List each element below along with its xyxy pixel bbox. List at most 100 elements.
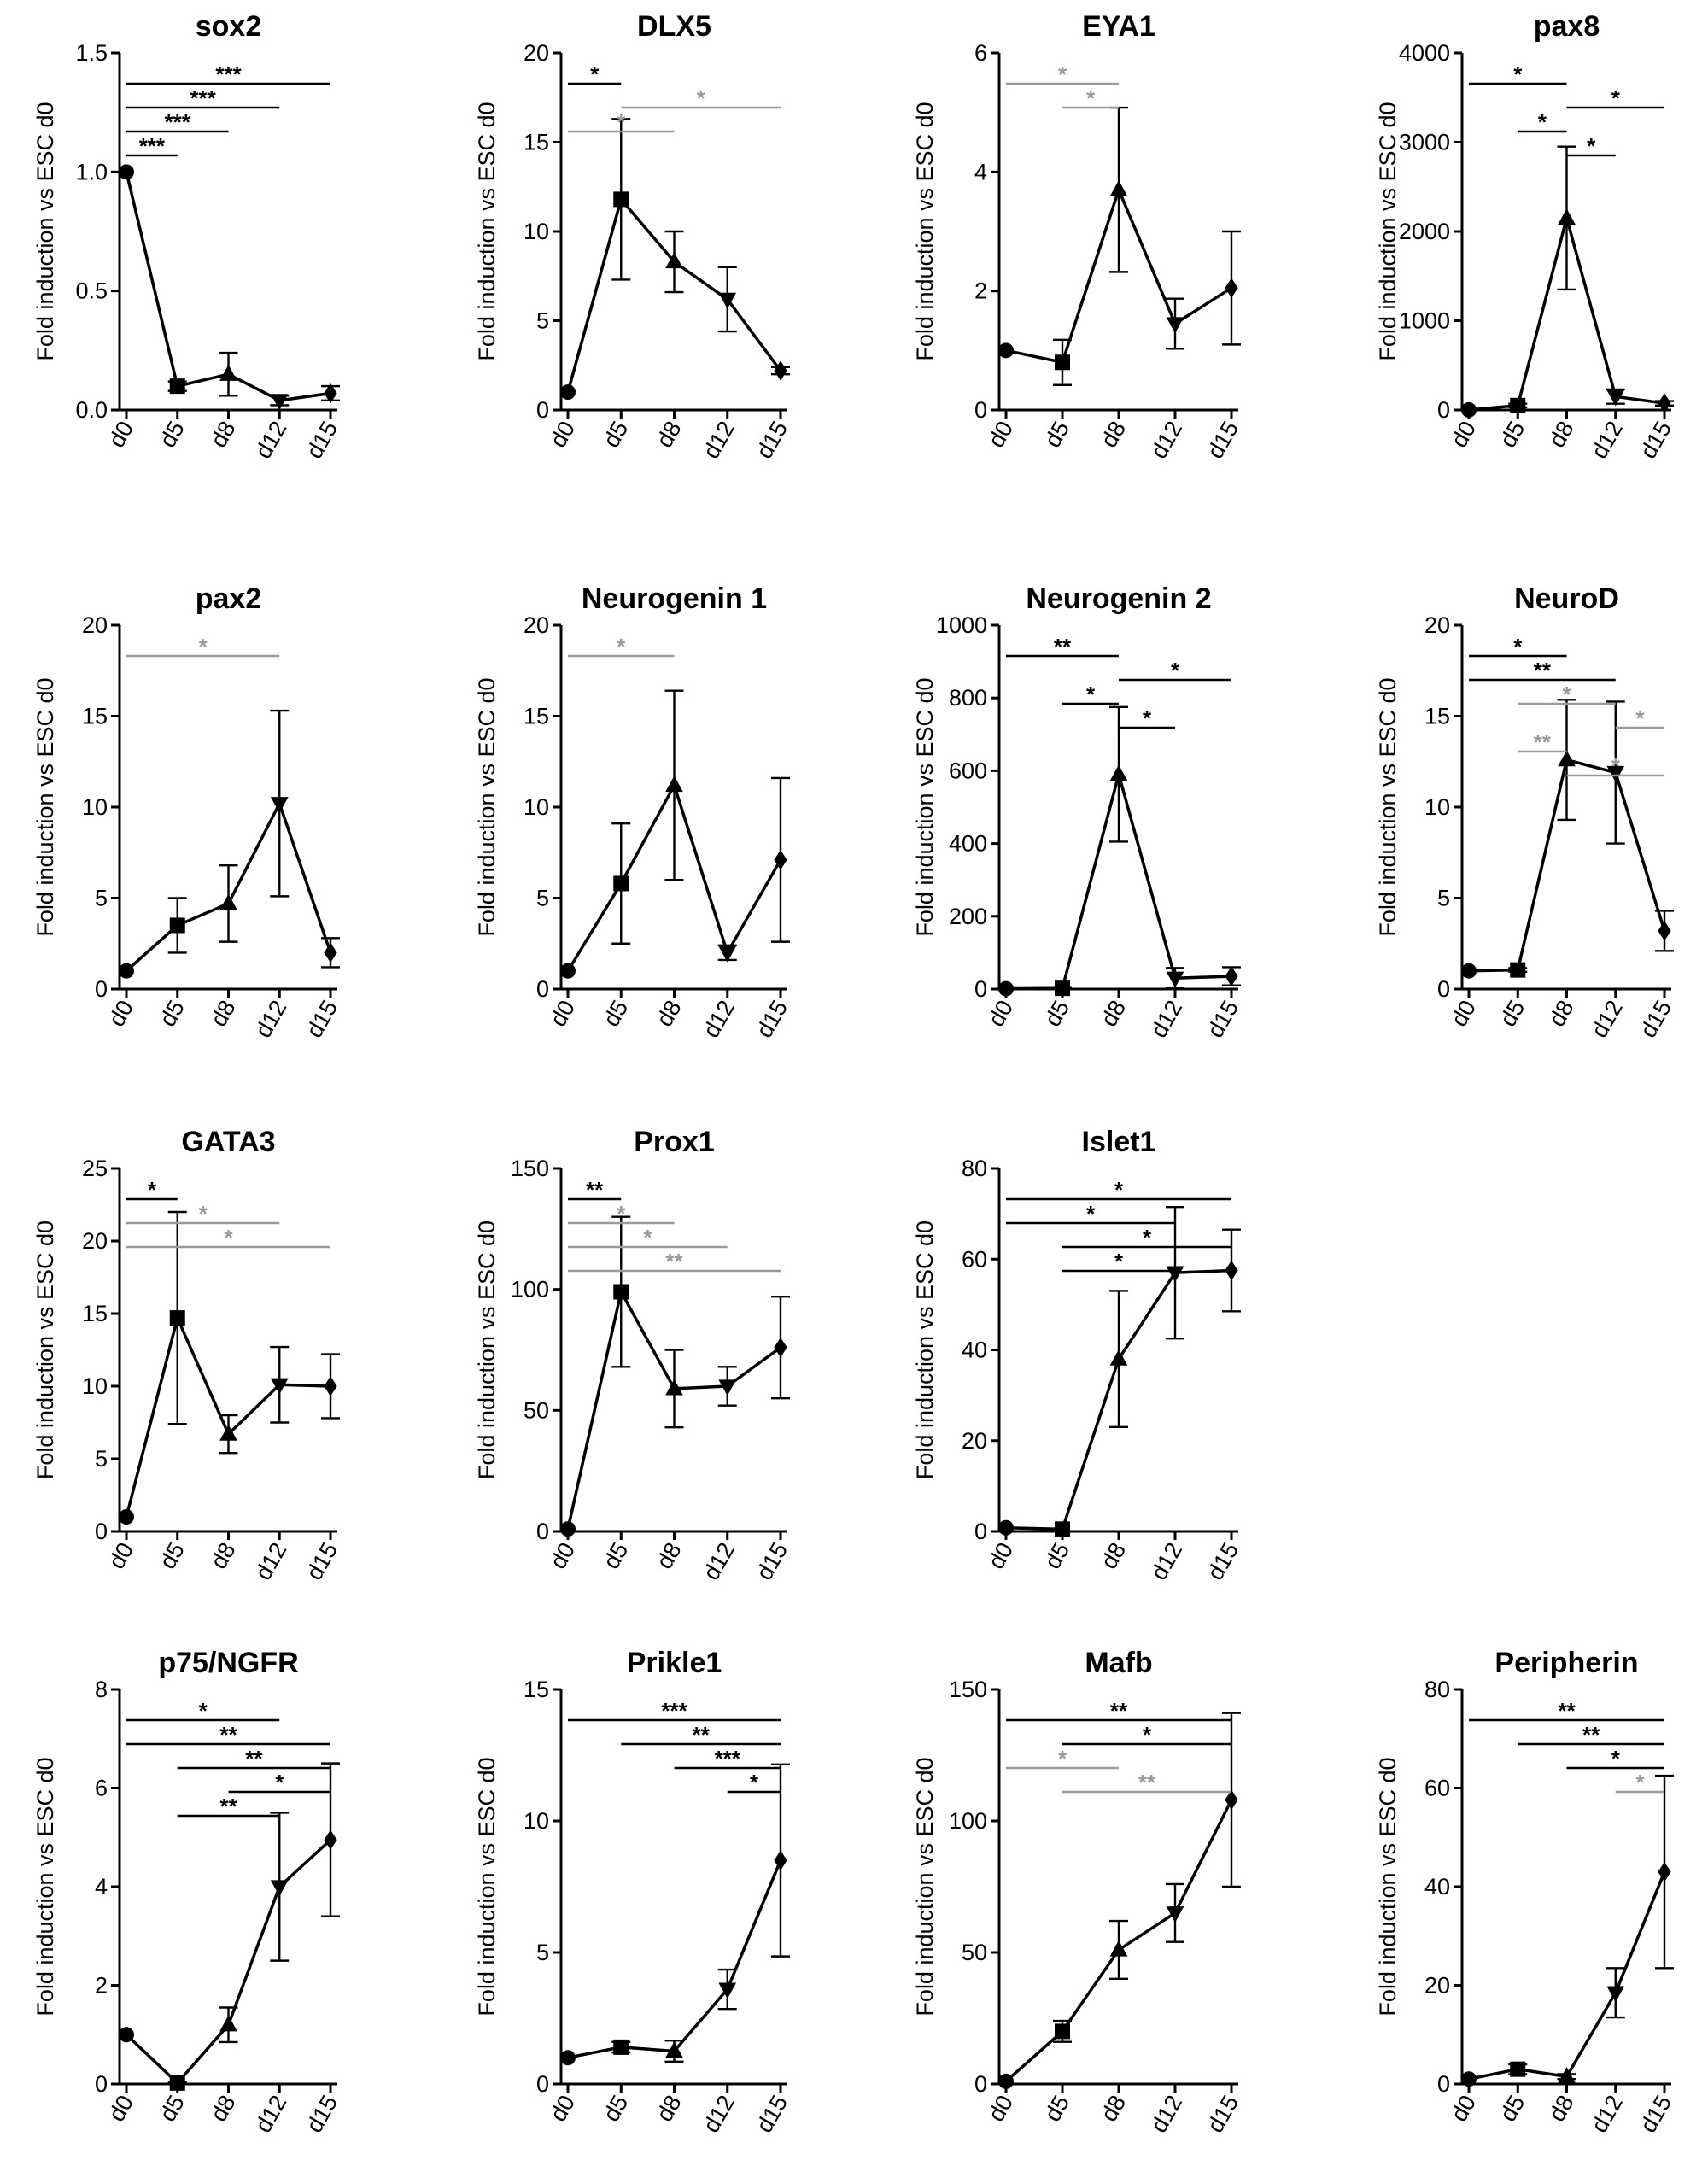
chart-title: GATA3 — [181, 1126, 275, 1158]
y-tick-label: 5 — [536, 1940, 549, 1965]
y-axis-label: Fold induction vs ESC d0 — [1375, 1757, 1401, 2016]
chart-title: Neurogenin 2 — [1026, 582, 1211, 615]
y-tick-label: 0 — [536, 1519, 549, 1544]
x-tick-label: d12 — [1586, 417, 1628, 463]
significance-label: * — [1171, 658, 1180, 683]
y-axis-label: Fold induction vs ESC d0 — [474, 1220, 500, 1479]
x-tick-label: d8 — [652, 417, 687, 452]
x-tick-label: d15 — [301, 996, 343, 1042]
marker-diamond — [324, 383, 337, 404]
x-tick-label: d12 — [698, 417, 740, 463]
x-tick-label: d15 — [301, 2091, 343, 2137]
x-tick-label: d0 — [983, 996, 1018, 1031]
x-tick-label: d0 — [983, 417, 1018, 452]
significance-label: * — [1611, 1746, 1621, 1771]
x-tick-label: d12 — [1586, 2091, 1628, 2137]
y-tick-label: 5 — [536, 308, 549, 334]
significance-label: * — [1114, 1249, 1124, 1274]
x-tick-label: d5 — [1494, 996, 1530, 1031]
significance-label: * — [617, 109, 626, 135]
x-tick-label: d5 — [1039, 2091, 1074, 2126]
significance-label: * — [275, 1770, 284, 1795]
x-tick-label: d15 — [1202, 1538, 1244, 1584]
x-tick-label: d12 — [1146, 1538, 1188, 1584]
marker-circle — [560, 963, 576, 979]
y-tick-label: 0 — [1437, 397, 1450, 423]
marker-diamond — [774, 1850, 787, 1870]
chart-title: sox2 — [196, 10, 262, 43]
y-tick-label: 2 — [95, 1973, 108, 1999]
y-tick-label: 15 — [524, 130, 549, 155]
marker-diamond — [774, 360, 787, 381]
y-tick-label: 20 — [1424, 1973, 1450, 1999]
marker-triangle-up — [219, 2015, 237, 2032]
y-tick-label: 0 — [1437, 976, 1450, 1002]
marker-circle — [119, 2027, 134, 2043]
significance-label: * — [1143, 1225, 1152, 1250]
x-tick-label: d5 — [155, 417, 190, 452]
y-tick-label: 15 — [524, 704, 549, 729]
x-tick-label: d0 — [1446, 996, 1481, 1031]
y-tick-label: 8 — [95, 1677, 108, 1702]
y-tick-label: 100 — [949, 1808, 987, 1834]
significance-label: * — [199, 634, 208, 659]
marker-square — [613, 2039, 629, 2055]
marker-triangle-down — [1606, 389, 1625, 407]
significance-label: * — [750, 1770, 759, 1795]
marker-triangle-down — [1166, 971, 1184, 988]
y-tick-label: 15 — [82, 1301, 108, 1326]
x-tick-label: d15 — [301, 1538, 343, 1584]
y-axis-label: Fold induction vs ESC d0 — [912, 102, 938, 360]
marker-diamond — [324, 1829, 337, 1850]
y-tick-label: 0 — [95, 1519, 108, 1544]
significance-label: *** — [215, 61, 242, 87]
significance-label: ** — [219, 1722, 237, 1747]
x-tick-label: d8 — [652, 1538, 687, 1573]
x-tick-label: d0 — [983, 2091, 1018, 2126]
y-tick-label: 20 — [1424, 612, 1450, 638]
marker-square — [613, 191, 629, 208]
marker-square — [1055, 354, 1070, 371]
x-tick-label: d5 — [1039, 996, 1074, 1031]
marker-square — [1510, 962, 1526, 978]
y-axis-label: Fold induction vs ESC d0 — [474, 102, 500, 360]
marker-diamond — [774, 1337, 787, 1358]
x-tick-label: d15 — [752, 1538, 793, 1584]
y-tick-label: 0 — [536, 397, 549, 423]
significance-label: * — [1538, 109, 1547, 135]
marker-diamond — [1658, 921, 1671, 941]
y-axis-label: Fold induction vs ESC d0 — [474, 677, 500, 936]
y-tick-label: 6 — [95, 1776, 108, 1801]
marker-circle — [560, 1521, 576, 1537]
series-line — [567, 1859, 782, 2059]
y-axis-label: Fold induction vs ESC d0 — [32, 1220, 58, 1479]
chart-title: Peripherin — [1494, 1647, 1638, 1679]
significance-label: ** — [665, 1249, 683, 1274]
x-tick-label: d15 — [1202, 996, 1244, 1042]
marker-triangle-up — [665, 776, 683, 793]
y-tick-label: 6 — [974, 40, 987, 66]
chart-panel: p75/NGFR Fold induction vs ESC d0 0 2 4 6 8 d0 d… — [32, 1647, 343, 2137]
y-axis-label: Fold induction vs ESC d0 — [474, 1757, 500, 2016]
y-tick-label: 1000 — [936, 612, 987, 638]
marker-square — [1510, 397, 1526, 413]
marker-triangle-up — [1558, 750, 1576, 767]
significance-label: *** — [139, 133, 166, 159]
chart-panel: pax8 Fold induction vs ESC d0 0 1000 2000 300… — [1375, 10, 1676, 463]
marker-diamond — [1225, 1789, 1238, 1811]
significance-label: * — [1058, 61, 1068, 87]
significance-label: * — [1513, 61, 1523, 87]
chart-title: pax8 — [1534, 10, 1600, 43]
significance-label: ** — [219, 1794, 237, 1819]
x-tick-label: d12 — [250, 1538, 292, 1584]
significance-label: ** — [1534, 729, 1552, 755]
chart-title: Prox1 — [634, 1126, 715, 1158]
y-tick-label: 1.0 — [75, 159, 108, 184]
y-axis-label: Fold induction vs ESC d0 — [912, 677, 938, 936]
y-tick-label: 100 — [511, 1277, 549, 1302]
y-tick-label: 4000 — [1399, 40, 1450, 66]
x-tick-label: d15 — [752, 2091, 793, 2137]
marker-diamond — [324, 942, 337, 963]
y-tick-label: 4 — [974, 159, 987, 184]
y-tick-label: 20 — [524, 612, 549, 638]
